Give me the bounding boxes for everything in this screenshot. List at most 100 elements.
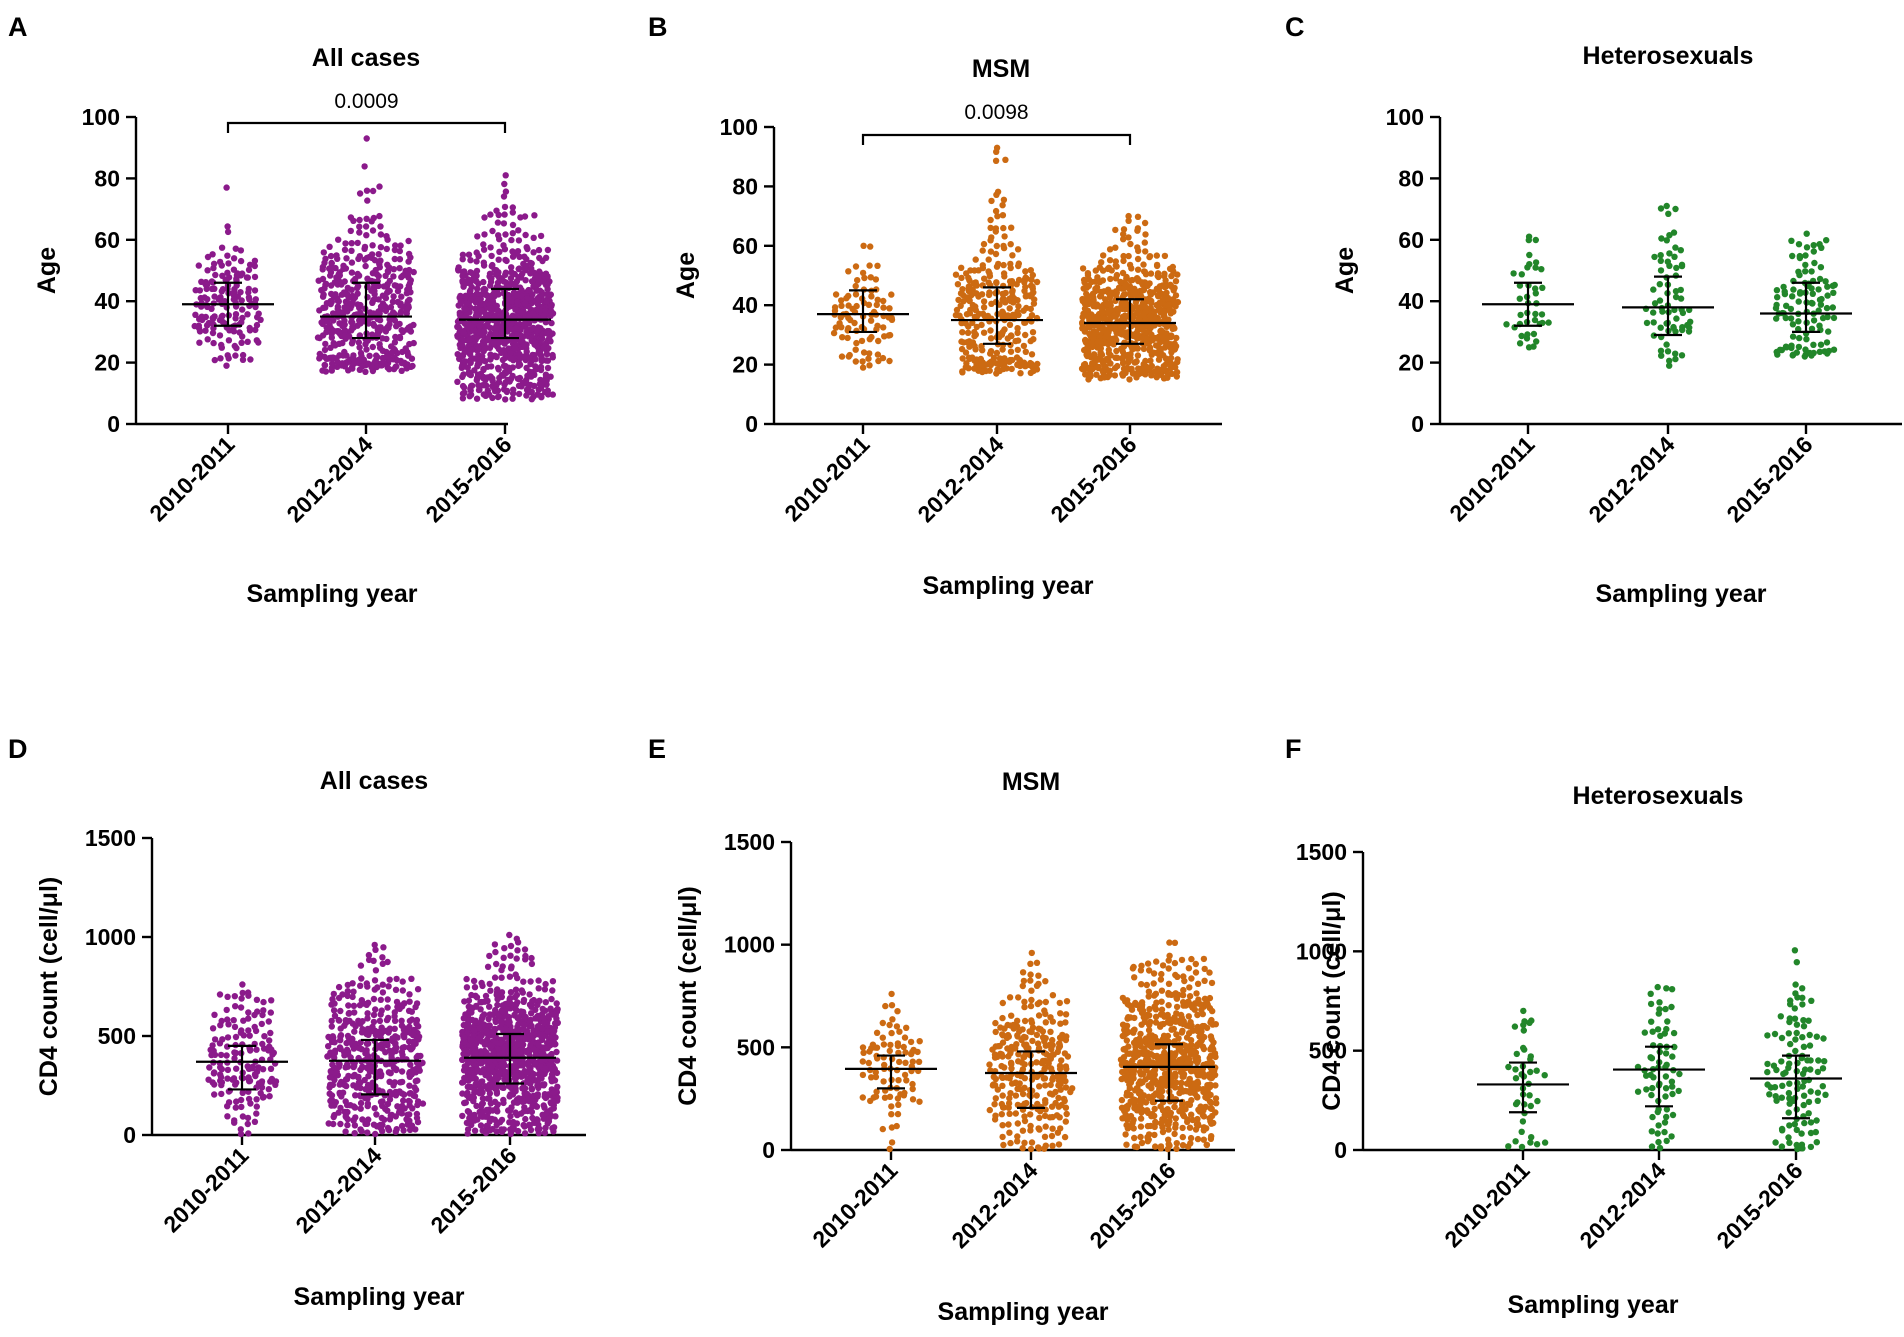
data-point [459, 1079, 466, 1086]
data-point [552, 1113, 559, 1120]
data-point [1168, 349, 1175, 356]
data-point [844, 334, 851, 342]
data-point [1022, 268, 1029, 275]
data-point [843, 295, 850, 302]
data-point [551, 1041, 558, 1048]
data-point [518, 987, 525, 994]
data-point [385, 1126, 393, 1134]
data-point [894, 1042, 902, 1050]
data-point [491, 974, 499, 981]
data-point [1111, 372, 1119, 379]
data-point [537, 1071, 545, 1078]
data-point [466, 393, 473, 400]
data-point [1055, 1141, 1063, 1148]
data-point [1673, 264, 1680, 272]
data-point [337, 1120, 344, 1128]
data-point [354, 239, 361, 247]
data-point [514, 947, 521, 954]
data-point [384, 1004, 391, 1011]
data-point [1096, 278, 1104, 286]
data-point [316, 307, 323, 314]
data-point [1532, 236, 1540, 244]
data-point [483, 1122, 491, 1130]
data-point [208, 285, 216, 293]
data-point [530, 234, 537, 241]
data-point [1007, 241, 1014, 248]
data-point [1067, 1088, 1074, 1096]
data-point [1029, 1024, 1037, 1031]
data-point [494, 307, 502, 314]
data-point [460, 280, 467, 287]
data-point [1089, 366, 1096, 373]
data-point [502, 188, 510, 195]
data-point [1823, 339, 1831, 346]
data-point [1670, 323, 1677, 331]
data-point [524, 1068, 532, 1075]
y-tick-label: 60 [94, 227, 120, 253]
data-point [866, 1066, 874, 1074]
data-point [1000, 224, 1007, 232]
data-point [957, 290, 965, 297]
data-point [1810, 248, 1818, 255]
data-point [1788, 342, 1795, 349]
data-point [469, 270, 476, 277]
data-point [354, 270, 361, 278]
data-point [414, 1077, 421, 1084]
x-tick-label: 2012-2014 [290, 1142, 386, 1238]
data-point [888, 1029, 895, 1037]
data-point [852, 291, 860, 298]
data-point [987, 327, 994, 334]
data-point [1035, 1012, 1043, 1019]
data-point [998, 1062, 1005, 1070]
data-point [376, 212, 383, 220]
data-point [1049, 1125, 1056, 1132]
data-point [267, 1046, 275, 1053]
data-point [1125, 212, 1132, 220]
data-point [406, 1098, 413, 1105]
data-point [480, 1066, 488, 1073]
data-point [409, 1066, 417, 1074]
data-point [852, 358, 859, 365]
data-point [1090, 302, 1098, 309]
data-point [1825, 347, 1833, 355]
data-point [995, 1043, 1002, 1050]
data-point [993, 279, 1000, 287]
data-point [980, 298, 988, 305]
data-point [1015, 303, 1022, 310]
data-point [1673, 315, 1680, 322]
data-point [515, 265, 522, 273]
data-point [225, 337, 233, 344]
data-point [886, 357, 893, 365]
data-point [238, 339, 245, 346]
data-point [1157, 367, 1165, 374]
data-point [987, 335, 995, 342]
data-point [342, 1113, 350, 1121]
data-point [239, 314, 246, 322]
data-point [965, 287, 973, 295]
data-point [371, 1105, 378, 1112]
data-point [1033, 1092, 1040, 1099]
data-point [240, 1032, 247, 1039]
data-point [223, 1006, 230, 1014]
data-point [345, 367, 352, 374]
data-point [470, 355, 478, 362]
data-point [507, 952, 514, 959]
data-point [1796, 254, 1804, 262]
data-point [506, 378, 513, 385]
data-point [1096, 293, 1104, 300]
data-point [1058, 1057, 1065, 1064]
data-point [1028, 996, 1035, 1004]
data-point [251, 257, 259, 264]
data-point [375, 308, 382, 315]
data-point [489, 1063, 496, 1070]
data-point [246, 296, 253, 303]
data-point [493, 1090, 501, 1097]
y-tick-label: 20 [732, 352, 758, 378]
data-point [538, 1025, 546, 1032]
data-point [391, 317, 399, 324]
data-point [1141, 239, 1149, 246]
y-tick-label: 20 [1398, 350, 1424, 376]
data-point [468, 1075, 475, 1082]
data-point [1651, 300, 1659, 307]
